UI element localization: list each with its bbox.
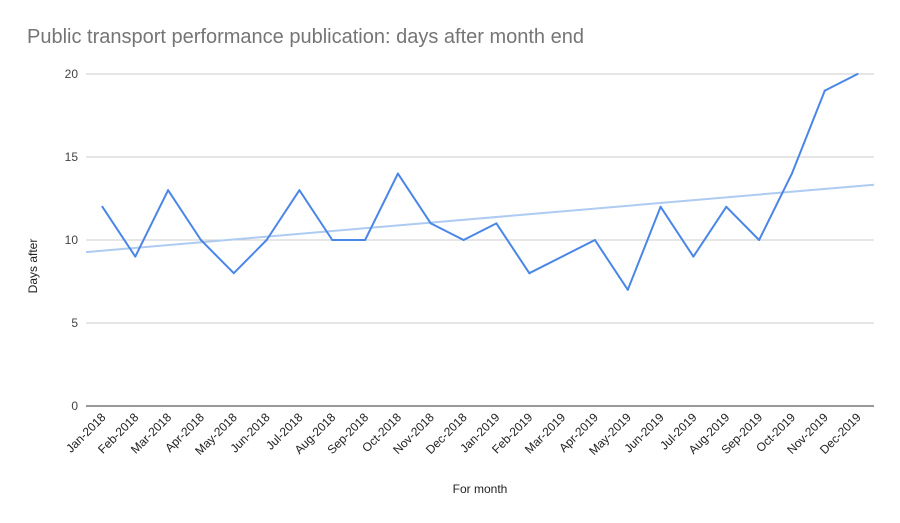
data-point	[265, 239, 268, 241]
y-tick-label: 0	[71, 399, 78, 413]
data-point	[298, 189, 301, 192]
data-point	[495, 222, 498, 225]
data-point	[331, 239, 334, 241]
data-point	[823, 89, 826, 92]
data-point	[528, 272, 531, 275]
data-point	[396, 172, 399, 175]
data-point	[561, 255, 564, 258]
y-tick-label: 5	[71, 316, 78, 330]
data-point	[134, 255, 137, 258]
data-point	[758, 239, 761, 241]
series-line	[101, 73, 859, 291]
data-point	[692, 255, 695, 258]
data-point	[626, 288, 629, 291]
y-tick-label: 15	[65, 150, 79, 164]
y-tick-label: 10	[65, 233, 79, 247]
data-point	[462, 239, 465, 241]
x-axis-label: For month	[452, 482, 508, 496]
chart-title: Public transport performance publication…	[27, 26, 584, 48]
data-point	[725, 205, 728, 208]
data-point	[593, 239, 596, 241]
data-point	[167, 189, 170, 192]
data-point	[790, 172, 793, 175]
data-point	[199, 239, 202, 241]
data-point	[232, 272, 235, 275]
data-point	[364, 239, 367, 241]
data-point	[101, 205, 104, 208]
data-point	[429, 222, 432, 225]
y-tick-label: 20	[65, 67, 79, 81]
trendline	[85, 183, 875, 254]
data-point	[856, 73, 859, 75]
y-axis-label: Days after	[26, 238, 40, 294]
data-point	[659, 205, 662, 208]
